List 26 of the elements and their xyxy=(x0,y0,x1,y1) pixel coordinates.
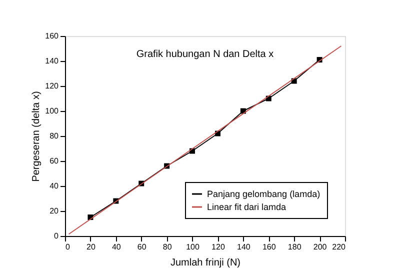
x-tick-label: 140 xyxy=(237,242,251,252)
y-tick-label: 0 xyxy=(54,232,60,240)
x-tick-label: 40 xyxy=(112,242,122,252)
y-tick-label: 160 xyxy=(45,32,60,40)
x-tick-label: 160 xyxy=(262,242,276,252)
x-tick-label: 120 xyxy=(212,242,226,252)
x-axis-title: Jumlah frinji (N) xyxy=(170,258,241,268)
x-tick-label: 20 xyxy=(86,242,96,252)
x-tick-label: 0 xyxy=(66,242,70,252)
y-tick-label: 60 xyxy=(50,156,60,166)
y-axis-title: Pergeseran (delta x) xyxy=(31,91,42,182)
x-tick-label: 60 xyxy=(137,242,147,252)
legend-label: Linear fit dari lamda xyxy=(207,202,286,212)
x-tick-label: 220 xyxy=(332,242,346,252)
y-tick-label: 40 xyxy=(50,182,60,190)
x-tick-label: 80 xyxy=(162,242,172,252)
x-tick-label: 200 xyxy=(313,242,328,252)
y-tick-label: 80 xyxy=(50,132,60,140)
x-tick-label: 180 xyxy=(288,242,302,252)
y-tick-label: 100 xyxy=(45,106,60,116)
y-tick-label: 20 xyxy=(50,206,60,216)
y-tick-label: 140 xyxy=(45,56,60,66)
y-tick-label: 120 xyxy=(45,82,60,90)
x-tick-label: 100 xyxy=(186,242,200,252)
legend-label: Panjang gelombang (lamda) xyxy=(207,189,320,199)
text: Grafik hubungan N dan Delta x xyxy=(136,49,274,60)
